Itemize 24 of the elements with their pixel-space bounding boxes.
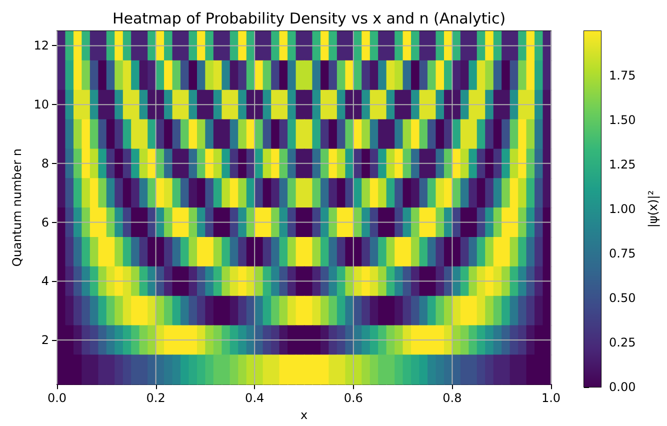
y-tick-label: 6	[41, 215, 49, 230]
y-axis-title: Quantum number n	[10, 148, 24, 267]
color-bar-label: 1.25	[609, 158, 636, 172]
y-tick-label: 4	[41, 274, 49, 288]
x-tick-label: 0.4	[245, 391, 264, 406]
y-tick-label: 12	[34, 38, 49, 53]
y-tick-label: 8	[41, 156, 49, 170]
y-tick-label: 10	[34, 98, 49, 112]
color-bar-label: 0.25	[609, 336, 636, 350]
x-axis-title: x	[300, 408, 308, 422]
x-tick-label: 0.6	[344, 391, 363, 406]
x-tick-label: 0.8	[442, 391, 462, 406]
color-bar-label: 0.75	[609, 246, 636, 260]
x-tick-label: 0.2	[146, 391, 166, 406]
color-bar-label: 1.75	[609, 68, 636, 82]
color-bar-title: |ψ(x)|²	[646, 190, 660, 228]
color-bar-label: 1.00	[609, 202, 636, 216]
x-tick-label: 0.0	[47, 391, 67, 406]
y-tick-label: 2	[41, 332, 49, 347]
color-bar-label: 0.00	[609, 380, 636, 394]
color-bar-label: 0.50	[609, 291, 636, 305]
x-tick-label: 1.0	[541, 391, 561, 406]
chart-title: Heatmap of Probability Density vs x and n (Analytic)	[112, 10, 506, 28]
color-bar-label: 1.50	[609, 113, 636, 127]
